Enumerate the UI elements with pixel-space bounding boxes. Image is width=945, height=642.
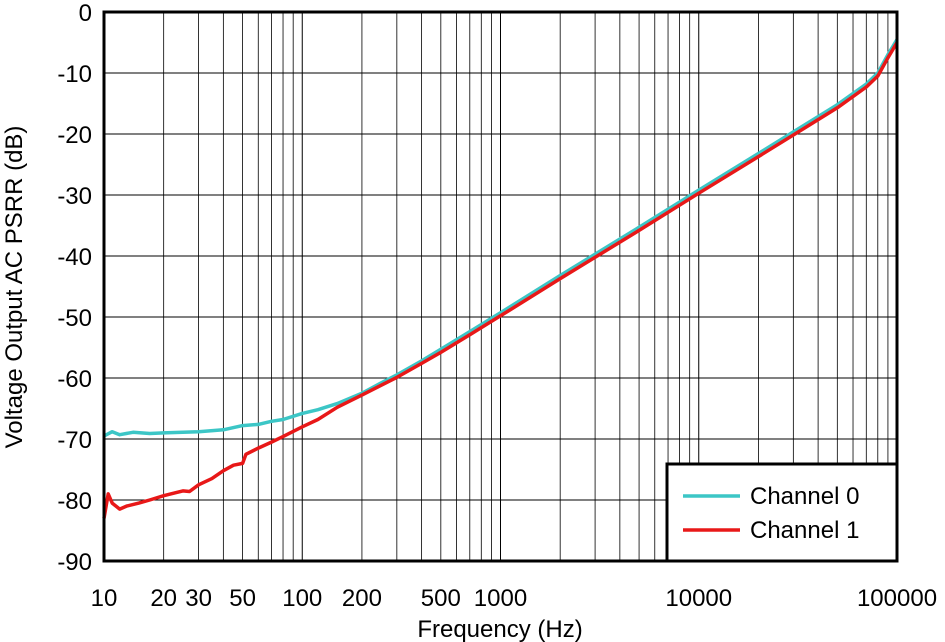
x-tick-label: 10000 xyxy=(665,585,732,612)
legend-box xyxy=(665,462,899,563)
series-line-channel-1 xyxy=(102,41,899,519)
y-tick-label: -30 xyxy=(57,183,92,210)
y-tick-label: -20 xyxy=(57,122,92,149)
legend-label-channel-1: Channel 1 xyxy=(750,517,859,544)
x-tick-label: 100 xyxy=(282,585,322,612)
x-tick-label: 200 xyxy=(342,585,382,612)
x-tick-labels: 10 20 30 50 100 200 500 1000 10000 100000 xyxy=(91,585,937,612)
y-tick-label: -10 xyxy=(57,61,92,88)
y-tick-label: -50 xyxy=(57,305,92,332)
y-tick-label: -80 xyxy=(57,488,92,515)
y-tick-label: -90 xyxy=(57,549,92,576)
x-tick-label: 50 xyxy=(229,585,256,612)
series-line-channel-0 xyxy=(103,38,899,438)
x-tick-label: 100000 xyxy=(857,585,937,612)
x-tick-label: 20 xyxy=(150,585,177,612)
grid-lines xyxy=(104,12,897,561)
legend-label-channel-0: Channel 0 xyxy=(750,483,859,510)
x-tick-label: 1000 xyxy=(474,585,527,612)
y-tick-label: -70 xyxy=(57,427,92,454)
y-tick-label: -40 xyxy=(57,244,92,271)
x-axis-title: Frequency (Hz) xyxy=(417,616,582,642)
x-tick-label: 500 xyxy=(421,585,461,612)
y-tick-label: 0 xyxy=(79,0,92,27)
y-axis-title: Voltage Output AC PSRR (dB) xyxy=(1,126,28,449)
x-tick-label: 30 xyxy=(185,585,212,612)
legend: Channel 0 Channel 1 xyxy=(665,462,899,563)
x-tick-label: 10 xyxy=(91,585,118,612)
y-tick-labels: 0 -10 -20 -30 -40 -50 -60 -70 -80 -90 xyxy=(57,0,92,576)
plot-area-border xyxy=(102,10,899,563)
y-tick-label: -60 xyxy=(57,366,92,393)
series-lines xyxy=(102,38,899,519)
